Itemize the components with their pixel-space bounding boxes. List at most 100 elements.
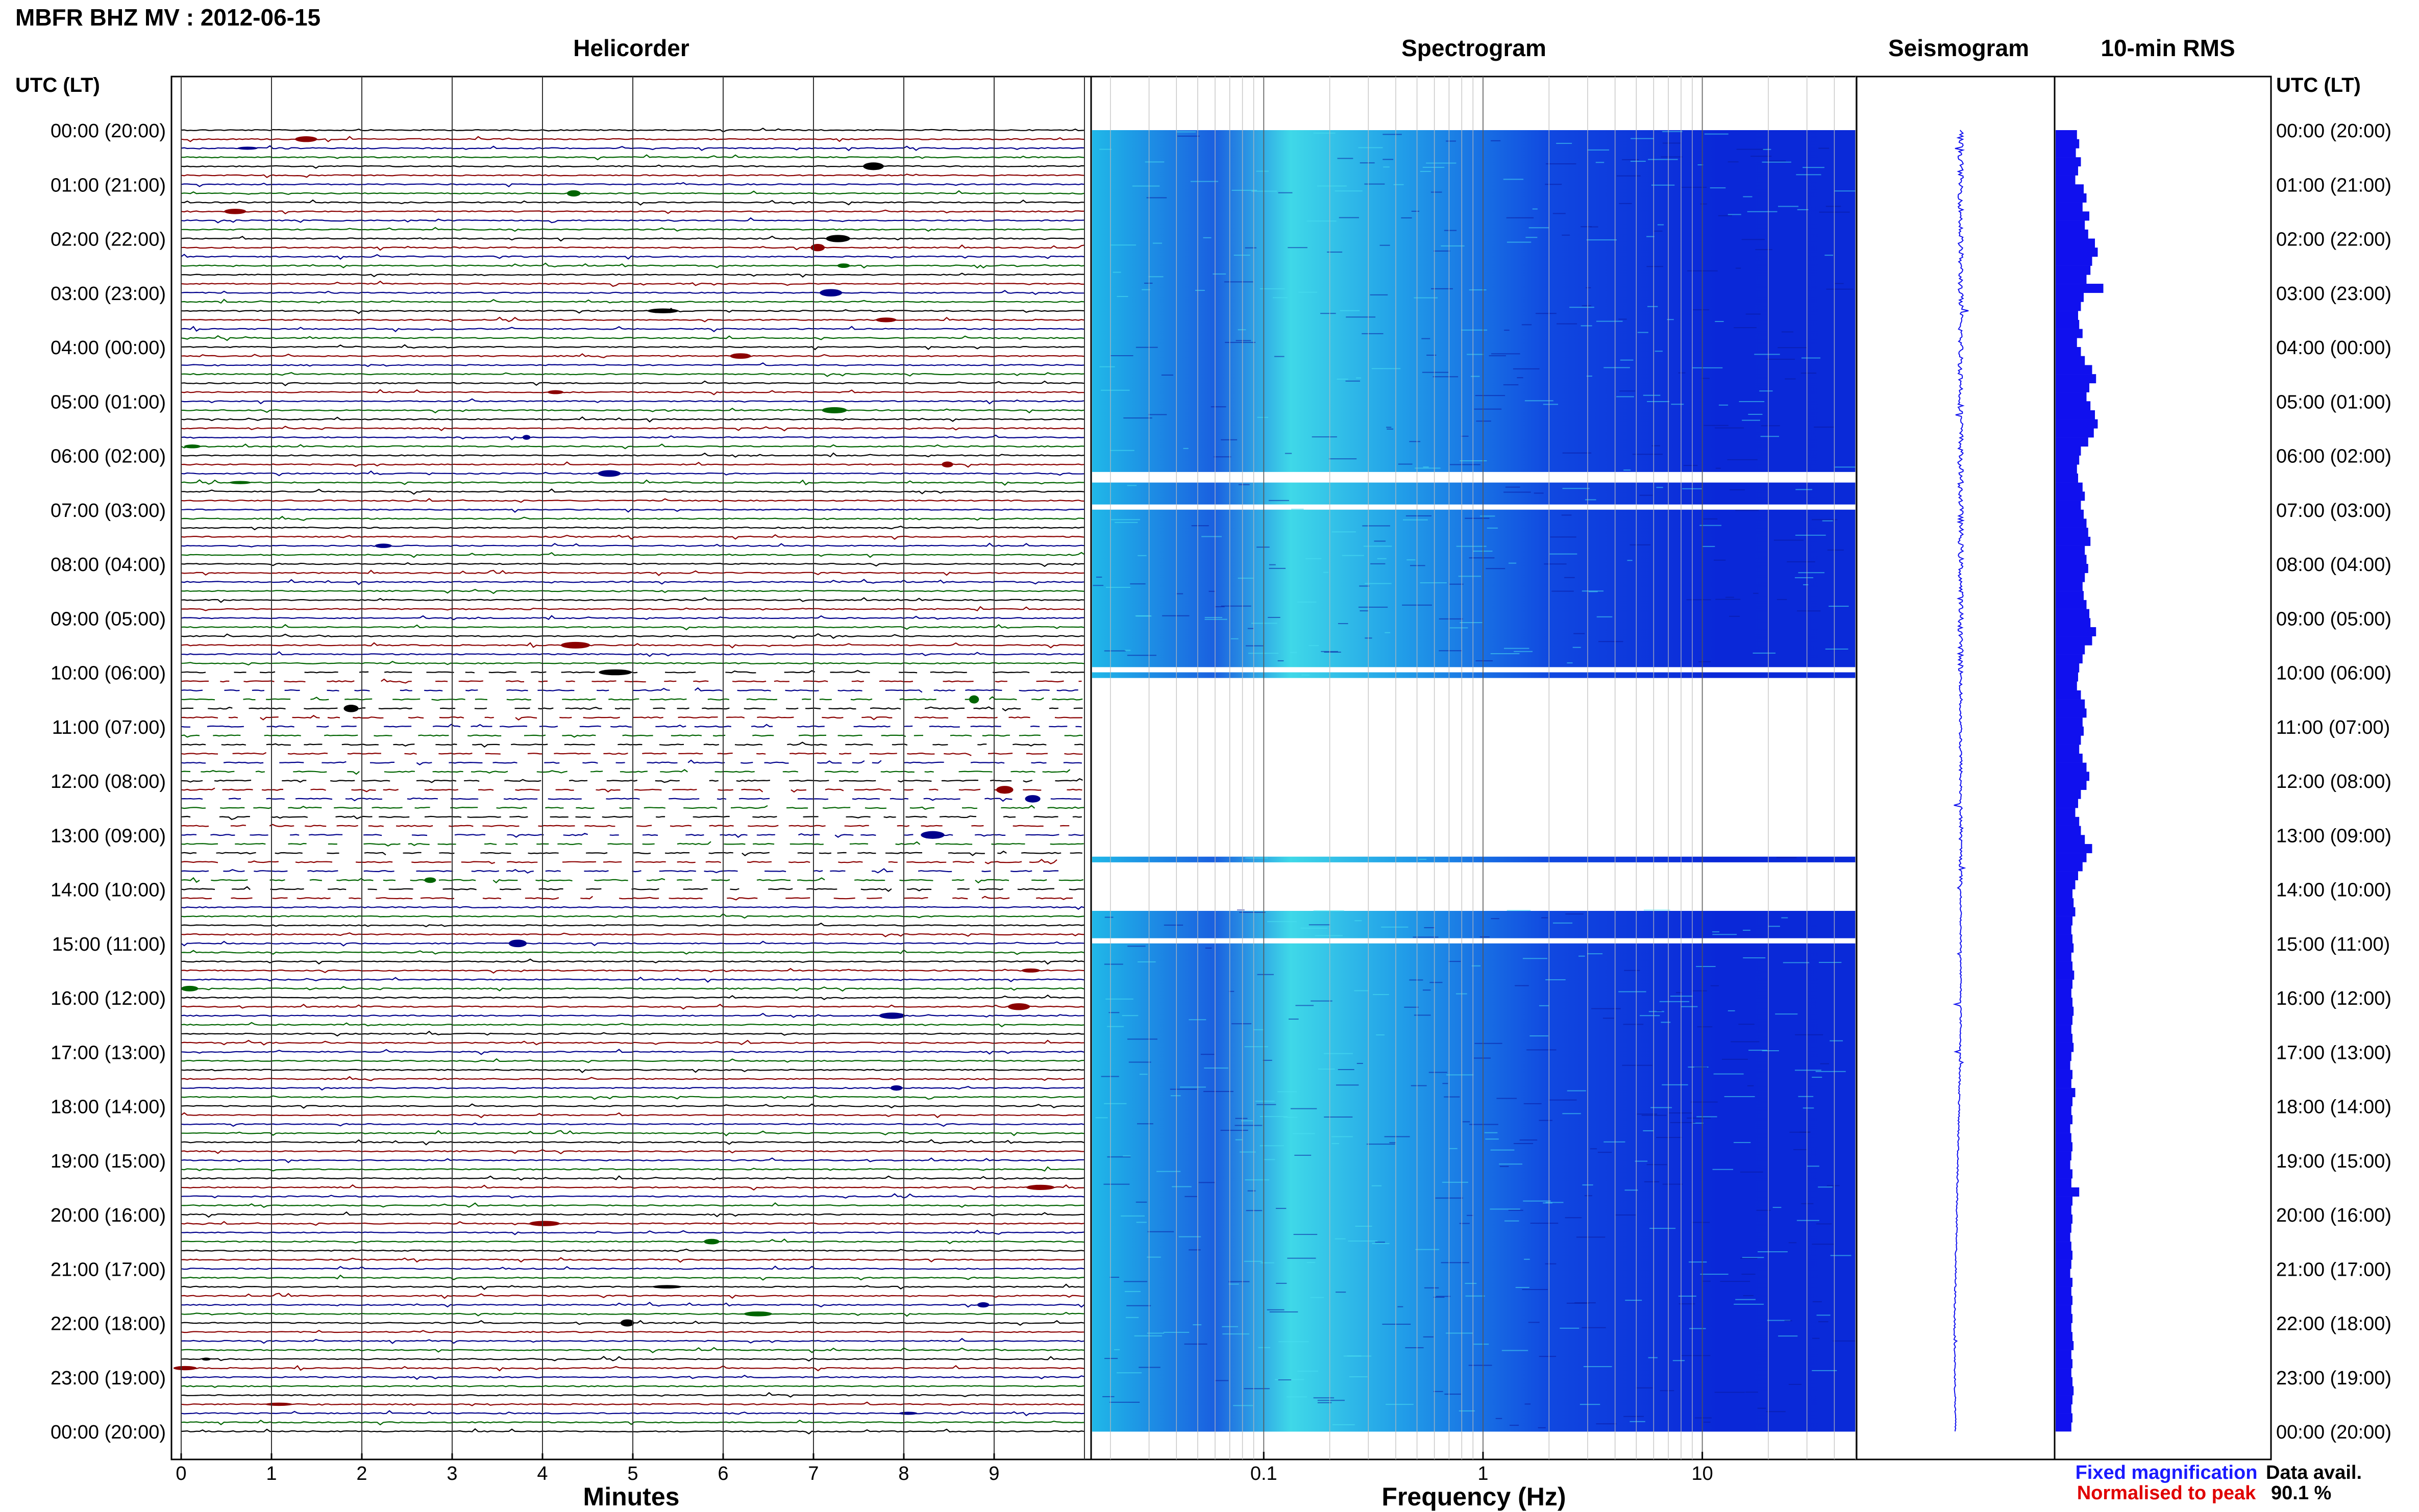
spectrogram-texture xyxy=(1561,514,1572,516)
spectrogram-texture xyxy=(1335,1238,1346,1240)
spectrogram-texture xyxy=(1589,591,1598,592)
spectrogram-texture xyxy=(1573,633,1585,634)
spectrogram-texture xyxy=(1100,389,1130,391)
spectrogram-texture xyxy=(1564,577,1575,578)
spectrogram-texture xyxy=(1526,1049,1557,1051)
helicorder-tick-label: 7 xyxy=(808,1463,819,1484)
time-label-right: 10:00 (06:00) xyxy=(2276,663,2391,684)
spectrogram-texture xyxy=(1203,1090,1233,1092)
rms-bar xyxy=(2056,789,2081,799)
spectrogram-texture xyxy=(1651,445,1660,447)
rms-bar xyxy=(2056,1250,2072,1260)
spectrogram-texture xyxy=(1277,1091,1297,1093)
spectrogram-texture xyxy=(1687,1118,1711,1119)
spectrogram-row xyxy=(1092,336,1856,342)
spectrogram-texture xyxy=(1255,1100,1275,1102)
spectrogram-texture xyxy=(1201,536,1222,537)
spectrogram-texture xyxy=(1586,376,1592,377)
spectrogram-texture xyxy=(1256,547,1270,548)
rms-bar xyxy=(2056,600,2087,609)
spectrogram-texture xyxy=(1105,586,1130,588)
rms-bar xyxy=(2056,636,2092,646)
spectrogram-row xyxy=(1092,645,1856,651)
spectrogram-texture xyxy=(1776,857,1797,858)
spectrogram-texture xyxy=(1328,458,1357,460)
spectrogram-texture xyxy=(1767,1320,1791,1321)
spectrogram-texture xyxy=(1541,917,1548,919)
spectrogram-texture xyxy=(1222,1333,1250,1335)
spectrogram-texture xyxy=(1795,1034,1823,1035)
rms-bar xyxy=(2056,1422,2071,1432)
spectrogram-row xyxy=(1092,1025,1856,1031)
spectrogram-texture xyxy=(1108,1012,1120,1013)
spectrogram-row xyxy=(1092,1111,1856,1118)
helicorder-event xyxy=(237,146,258,150)
spectrogram-texture xyxy=(1474,1043,1502,1044)
spectrogram-texture xyxy=(1204,618,1227,620)
rms-bar xyxy=(2056,1205,2071,1215)
spectrogram-texture xyxy=(1179,1086,1206,1088)
spectrogram-texture xyxy=(1260,1116,1288,1118)
helicorder-event xyxy=(547,390,564,394)
spectrogram-texture xyxy=(1135,615,1151,616)
spectrogram-row xyxy=(1092,439,1856,445)
spectrogram-row xyxy=(1092,211,1856,217)
rms-bar xyxy=(2056,428,2094,438)
spectrogram-row xyxy=(1092,206,1856,212)
spectrogram-row xyxy=(1092,1214,1856,1221)
spectrogram-texture xyxy=(1446,1074,1474,1076)
rms-bar xyxy=(2056,1178,2071,1188)
spectrogram-texture xyxy=(1550,536,1576,538)
spectrogram-row xyxy=(1092,1360,1856,1367)
spectrogram-texture xyxy=(1214,456,1231,458)
spectrogram-texture xyxy=(1742,419,1760,421)
spectrogram-texture xyxy=(1582,1327,1606,1328)
spectrogram-texture xyxy=(1235,1139,1243,1141)
rms-bar xyxy=(2056,419,2098,429)
helicorder-event xyxy=(826,235,850,242)
spectrogram-texture xyxy=(1835,466,1862,468)
spectrogram-texture xyxy=(1310,1297,1324,1298)
spectrogram-texture xyxy=(1818,1186,1833,1188)
spectrogram-texture xyxy=(1727,459,1758,460)
rms-bar xyxy=(2056,961,2072,971)
spectrogram-texture xyxy=(1247,1190,1256,1192)
rms-bar xyxy=(2056,564,2088,574)
time-label-right: 05:00 (01:00) xyxy=(2276,391,2391,413)
spectrogram-texture xyxy=(1750,156,1772,157)
spectrogram-texture xyxy=(1260,288,1285,289)
spectrogram-texture xyxy=(1734,1142,1751,1143)
spectrogram-row xyxy=(1092,1106,1856,1112)
spectrogram-texture xyxy=(1632,454,1663,455)
spectrogram-texture xyxy=(1465,1295,1485,1297)
time-label-left: 03:00 (23:00) xyxy=(51,283,166,305)
spectrogram-texture xyxy=(1763,148,1771,150)
spectrogram-texture xyxy=(1545,1202,1564,1203)
spectrogram-texture xyxy=(1415,467,1441,469)
spectrogram-texture xyxy=(1424,927,1435,928)
spectrogram-tick-label: 0.1 xyxy=(1250,1463,1277,1484)
spectrogram-texture xyxy=(1327,251,1343,253)
helicorder-event xyxy=(620,1319,634,1327)
spectrogram-texture xyxy=(1449,464,1480,465)
spectrogram-texture xyxy=(1567,1090,1586,1092)
spectrogram-texture xyxy=(1778,206,1799,207)
rms-panel xyxy=(2054,76,2272,1460)
spectrogram-texture xyxy=(1762,1050,1779,1052)
spectrogram-texture xyxy=(1441,1262,1469,1263)
spectrogram-texture xyxy=(1277,660,1284,661)
spectrogram-texture xyxy=(1742,1257,1764,1258)
spectrogram-texture xyxy=(1766,160,1786,162)
spectrogram-texture xyxy=(1646,1164,1667,1166)
spectrogram-row xyxy=(1092,379,1856,385)
rms-bar xyxy=(2056,365,2092,375)
spectrogram-texture xyxy=(1597,1152,1612,1153)
rms-bar xyxy=(2056,1043,2074,1052)
spectrogram-texture xyxy=(1459,1223,1470,1224)
spectrogram-texture xyxy=(1775,1013,1798,1015)
spectrogram-texture xyxy=(1170,1088,1197,1090)
time-label-left: 13:00 (09:00) xyxy=(51,825,166,847)
spectrogram-texture xyxy=(1655,351,1663,352)
spectrogram-texture xyxy=(1753,592,1759,594)
spectrogram-texture xyxy=(1596,1423,1617,1425)
